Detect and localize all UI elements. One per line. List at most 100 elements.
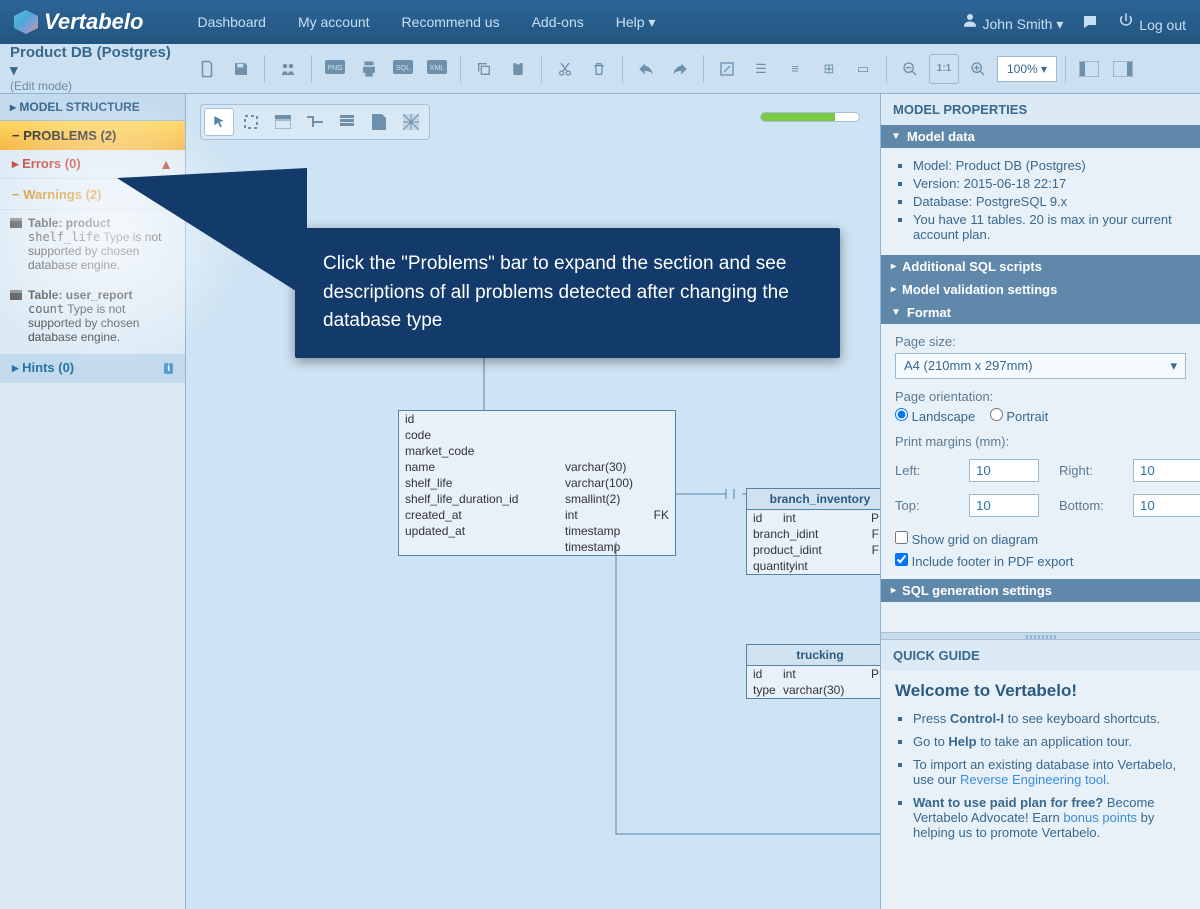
margin-right-label: Right: xyxy=(1059,463,1123,478)
copy-icon[interactable] xyxy=(469,54,499,84)
doc-mode: (Edit mode) xyxy=(10,79,180,93)
margins-label: Print margins (mm): xyxy=(895,434,1186,449)
new-icon[interactable] xyxy=(192,54,222,84)
cut-icon[interactable] xyxy=(550,54,580,84)
svg-text:SQL: SQL xyxy=(396,65,410,72)
qg-item: Want to use paid plan for free? Become V… xyxy=(913,795,1186,840)
margin-top-input[interactable] xyxy=(969,494,1039,517)
area-tool-icon[interactable] xyxy=(396,108,426,136)
section-format[interactable]: ▼Format xyxy=(881,301,1200,324)
note-tool-icon[interactable] xyxy=(364,108,394,136)
align2-icon[interactable]: ≡ xyxy=(780,54,810,84)
margin-bottom-label: Bottom: xyxy=(1059,498,1123,513)
md-db: Database: PostgreSQL 9.x xyxy=(913,194,1186,209)
progress-bar xyxy=(760,112,860,122)
right-panel: MODEL PROPERTIES ▼Model data Model: Prod… xyxy=(880,94,1200,909)
md-model: Model: Product DB (Postgres) xyxy=(913,158,1186,173)
document-title[interactable]: Product DB (Postgres) ▾ (Edit mode) xyxy=(10,44,180,93)
zoom-out-icon[interactable] xyxy=(895,54,925,84)
margin-top-label: Top: xyxy=(895,498,959,513)
main-toolbar: Product DB (Postgres) ▾ (Edit mode) PNG … xyxy=(0,44,1200,94)
qg-item: To import an existing database into Vert… xyxy=(913,757,1186,787)
redo-icon[interactable] xyxy=(665,54,695,84)
zoom-fit-icon[interactable]: 1:1 xyxy=(929,54,959,84)
md-version: Version: 2015-06-18 22:17 xyxy=(913,176,1186,191)
showgrid-checkbox[interactable]: Show grid on diagram xyxy=(895,532,1038,547)
export-xml-icon[interactable]: XML xyxy=(422,54,452,84)
brand-text: Vertabelo xyxy=(44,9,143,35)
brand-logo[interactable]: Vertabelo xyxy=(14,9,143,35)
nav-account[interactable]: My account xyxy=(284,8,384,37)
pagesize-select[interactable]: A4 (210mm x 297mm)▾ xyxy=(895,353,1186,379)
pagesize-label: Page size: xyxy=(895,334,1186,349)
doc-name: Product DB (Postgres) ▾ xyxy=(10,44,180,79)
orient-landscape[interactable]: Landscape xyxy=(895,409,975,424)
delete-icon[interactable] xyxy=(584,54,614,84)
qg-item: Go to Help to take an application tour. xyxy=(913,734,1186,749)
main-nav: Dashboard My account Recommend us Add-on… xyxy=(183,8,669,37)
export-sql-icon[interactable]: SQL xyxy=(388,54,418,84)
nav-help[interactable]: Help ▾ xyxy=(602,8,670,37)
paste-icon[interactable] xyxy=(503,54,533,84)
export-png-icon[interactable]: PNG xyxy=(320,54,350,84)
qg-item: Press Control-I to see keyboard shortcut… xyxy=(913,711,1186,726)
share-icon[interactable] xyxy=(273,54,303,84)
orient-portrait[interactable]: Portrait xyxy=(990,409,1049,424)
print-icon[interactable] xyxy=(354,54,384,84)
model-structure-header[interactable]: ▸ MODEL STRUCTURE xyxy=(0,94,185,121)
db-table-branch_inv[interactable]: branch_inventoryidintPKbranch_idintFKpro… xyxy=(746,488,880,575)
format-body: Page size: A4 (210mm x 297mm)▾ Page orie… xyxy=(881,324,1200,579)
nav-dashboard[interactable]: Dashboard xyxy=(183,8,280,37)
distribute-icon[interactable]: ⊞ xyxy=(814,54,844,84)
power-icon xyxy=(1117,12,1135,30)
problems-header[interactable]: − PROBLEMS (2) xyxy=(0,121,185,150)
svg-text:PNG: PNG xyxy=(327,65,342,72)
db-table-product[interactable]: idcodemarket_codenamevarchar(30)shelf_li… xyxy=(398,410,676,556)
orientation-label: Page orientation: xyxy=(895,389,1186,404)
section-validation[interactable]: ▸Model validation settings xyxy=(881,278,1200,301)
quick-guide-body: Welcome to Vertabelo! Press Control-I to… xyxy=(881,671,1200,858)
model-data-body: Model: Product DB (Postgres) Version: 20… xyxy=(881,148,1200,255)
edit-icon[interactable] xyxy=(712,54,742,84)
quick-guide-header: QUICK GUIDE xyxy=(881,640,1200,671)
zoom-in-icon[interactable] xyxy=(963,54,993,84)
layout1-icon[interactable] xyxy=(1074,54,1104,84)
md-plan: You have 11 tables. 20 is max in your cu… xyxy=(913,212,1186,242)
undo-icon[interactable] xyxy=(631,54,661,84)
section-sql-gen[interactable]: ▸SQL generation settings xyxy=(881,579,1200,602)
tutorial-callout: Click the "Problems" bar to expand the s… xyxy=(295,228,840,358)
align-icon[interactable]: ☰ xyxy=(746,54,776,84)
table-icon xyxy=(10,290,22,300)
table-tool-icon[interactable] xyxy=(268,108,298,136)
zoom-select[interactable]: 100% ▾ xyxy=(997,56,1057,82)
save-icon[interactable] xyxy=(226,54,256,84)
section-sql-scripts[interactable]: ▸Additional SQL scripts xyxy=(881,255,1200,278)
nav-addons[interactable]: Add-ons xyxy=(518,8,598,37)
margin-right-input[interactable] xyxy=(1133,459,1200,482)
logout-link[interactable]: Log out xyxy=(1117,12,1186,33)
user-area: John Smith ▾ Log out xyxy=(961,11,1186,33)
layout2-icon[interactable] xyxy=(1108,54,1138,84)
section-model-data[interactable]: ▼Model data xyxy=(881,125,1200,148)
top-header: Vertabelo Dashboard My account Recommend… xyxy=(0,0,1200,44)
margin-left-input[interactable] xyxy=(969,459,1039,482)
nav-recommend[interactable]: Recommend us xyxy=(388,8,514,37)
select-tool-icon[interactable] xyxy=(236,108,266,136)
user-menu[interactable]: John Smith ▾ xyxy=(961,11,1064,33)
arrange-icon[interactable]: ▭ xyxy=(848,54,878,84)
chat-icon[interactable] xyxy=(1081,13,1099,31)
user-icon xyxy=(961,11,979,29)
canvas-toolbar xyxy=(200,104,430,140)
panel-drag-handle[interactable] xyxy=(881,632,1200,640)
qg-welcome: Welcome to Vertabelo! xyxy=(895,681,1186,701)
model-properties-header: MODEL PROPERTIES xyxy=(881,94,1200,125)
view-tool-icon[interactable] xyxy=(332,108,362,136)
footer-checkbox[interactable]: Include footer in PDF export xyxy=(895,554,1073,569)
table-icon xyxy=(10,218,22,228)
db-table-trucking[interactable]: truckingidintPKtypevarchar(30) xyxy=(746,644,880,699)
pointer-tool-icon[interactable] xyxy=(204,108,234,136)
hints-row[interactable]: ▸ Hints (0)i xyxy=(0,354,185,383)
svg-text:XML: XML xyxy=(430,65,445,72)
margin-bottom-input[interactable] xyxy=(1133,494,1200,517)
reference-tool-icon[interactable] xyxy=(300,108,330,136)
